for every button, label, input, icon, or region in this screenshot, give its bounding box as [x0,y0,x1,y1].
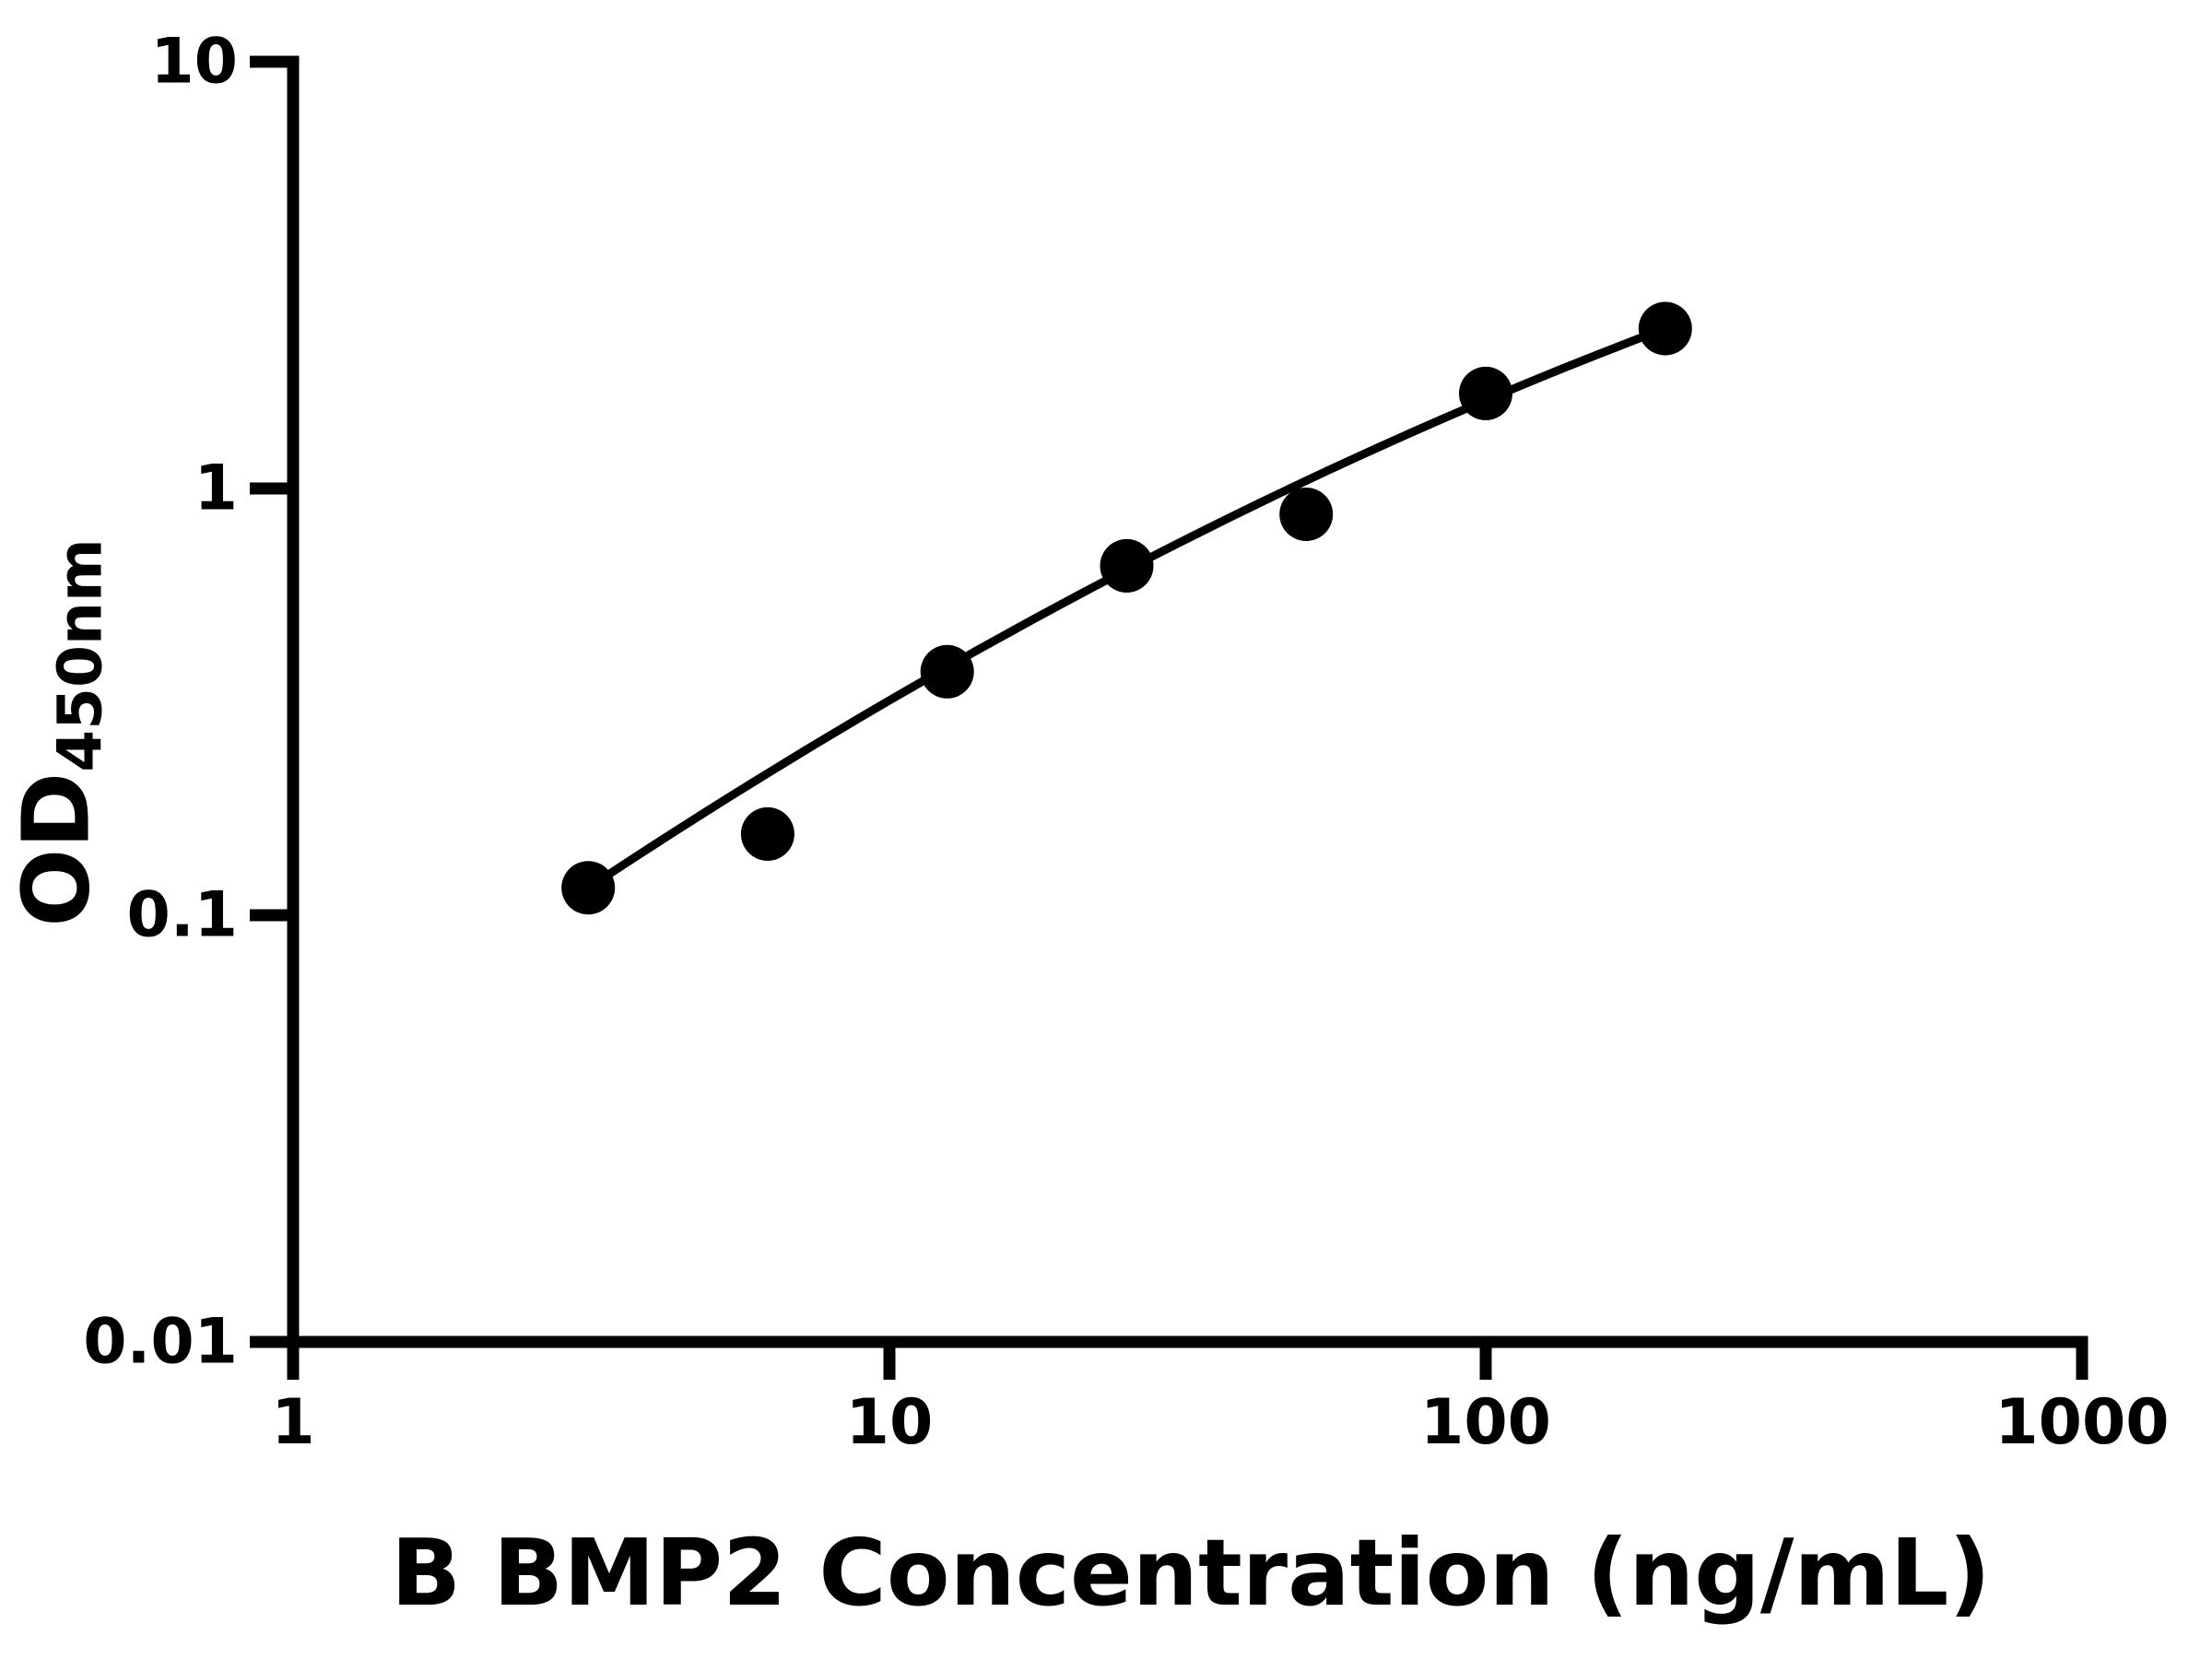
data-point [920,644,974,699]
y-tick-label: 1 [194,453,238,525]
x-axis-line [287,1335,2088,1348]
x-tick-label: 100 [1420,1386,1551,1459]
y-axis-title-main: OD [2,771,111,927]
x-tick [287,1342,300,1380]
y-tick [250,1335,293,1348]
data-point [1100,538,1154,593]
y-tick [250,909,293,922]
y-tick [250,482,293,495]
data-point [1459,366,1512,420]
y-tick [250,55,293,68]
x-tick [883,1342,896,1380]
y-tick-label: 0.1 [127,879,238,952]
data-point [1279,488,1334,541]
y-axis-title: OD450nm [3,538,116,927]
x-tick [1479,1342,1492,1380]
data-point [561,861,616,915]
x-tick-label: 10 [846,1386,934,1459]
data-points [561,301,1692,915]
data-point [740,806,794,861]
y-tick-label: 10 [150,26,238,99]
y-tick-label: 0.01 [83,1306,238,1379]
data-point [1638,301,1692,356]
y-axis-line [287,55,300,1348]
x-tick-label: 1000 [1994,1386,2169,1459]
x-axis-title: B BMP2 Concentration (ng/mL) [390,1519,1992,1627]
axes: 1 10 100 1000 0.01 0.1 1 10 [83,26,2169,1460]
x-tick-label: 1 [271,1386,314,1459]
y-axis-title-subscript: 450nm [44,538,116,772]
x-tick [2076,1342,2088,1380]
